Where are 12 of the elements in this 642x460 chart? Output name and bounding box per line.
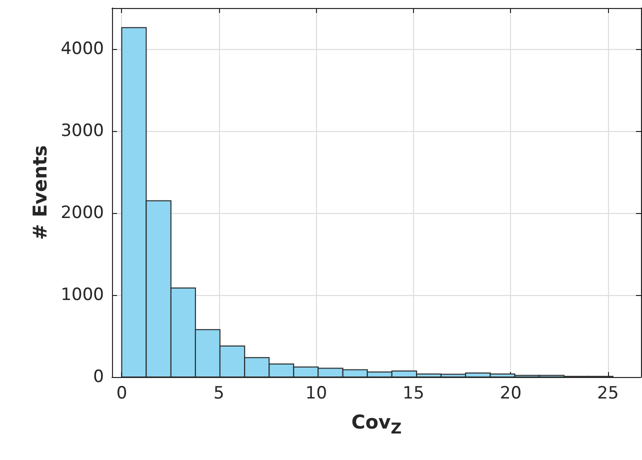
x-tick-label: 5 bbox=[214, 384, 224, 404]
y-axis-title: # Events bbox=[29, 145, 52, 240]
y-tick-label: 1000 bbox=[60, 285, 104, 305]
y-tick-label: 4000 bbox=[60, 39, 104, 59]
x-tick-label: 25 bbox=[597, 384, 619, 404]
x-tick-label: 15 bbox=[402, 384, 424, 404]
y-tick-label: 0 bbox=[93, 367, 104, 387]
y-tick-label: 2000 bbox=[60, 203, 104, 223]
x-tick-label: 0 bbox=[116, 384, 128, 404]
y-tick-label: 3000 bbox=[60, 121, 104, 141]
x-tick-label: 10 bbox=[305, 384, 328, 404]
x-tick-label: 20 bbox=[500, 384, 522, 404]
